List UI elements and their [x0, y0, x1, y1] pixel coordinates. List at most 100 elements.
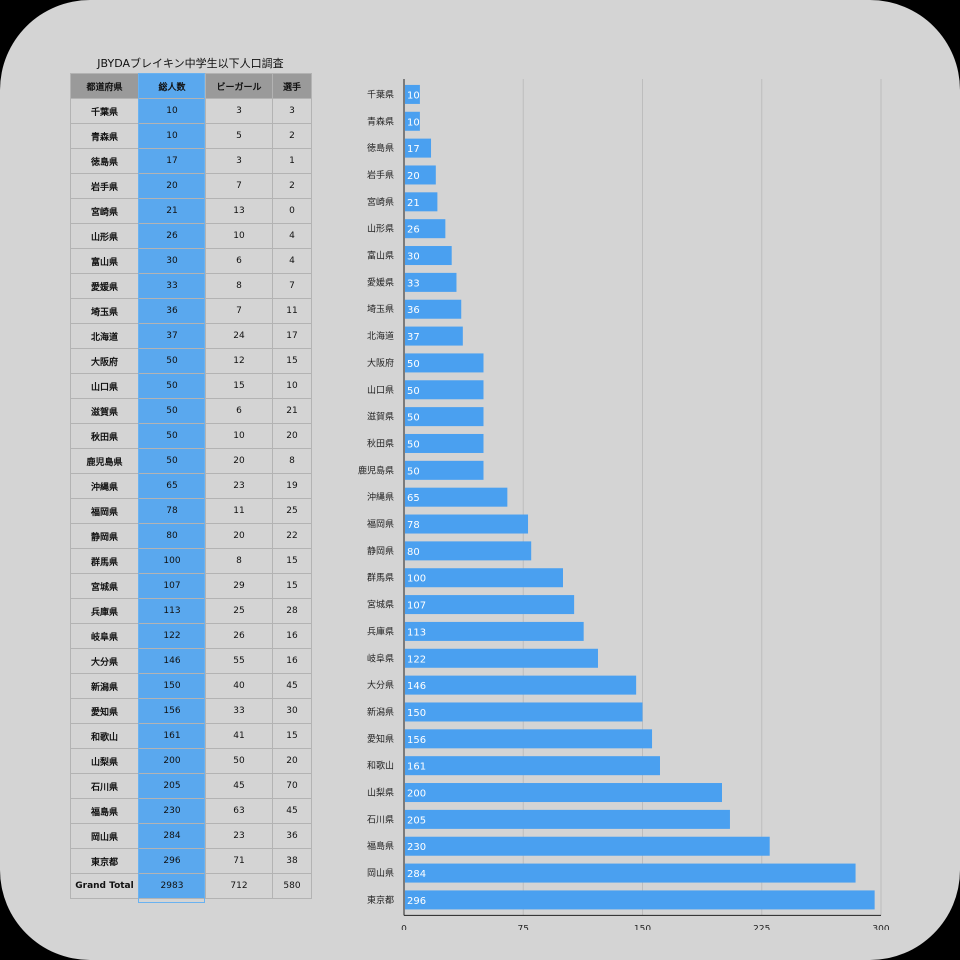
bar-data-label: 296: [407, 896, 426, 907]
cell-prefecture: 愛媛県: [70, 273, 139, 299]
category-label: 宮城県: [367, 599, 394, 611]
cell-players: 22: [272, 523, 312, 549]
table-header-row: 都道府県 総人数 ビーガール 選手: [70, 73, 312, 99]
cell-bgirl: 13: [205, 198, 273, 224]
x-tick-label: 150: [634, 924, 651, 930]
cell-players: 45: [272, 798, 312, 824]
cell-players: 16: [272, 623, 312, 649]
cell-total: 50: [138, 423, 206, 449]
table-row: 静岡県 80 20 22: [70, 523, 312, 549]
category-label: 宮崎県: [367, 196, 394, 208]
table-row: 山梨県 200 50 20: [70, 748, 312, 774]
bar-data-label: 200: [407, 789, 426, 800]
header-prefecture: 都道府県: [70, 73, 139, 99]
cell-prefecture: 山梨県: [70, 748, 139, 774]
cell-bgirl: 6: [205, 398, 273, 424]
cell-bgirl: 33: [205, 698, 273, 724]
bar: [405, 675, 637, 695]
category-label: 愛媛県: [367, 276, 394, 288]
bar-data-label: 50: [407, 359, 420, 370]
grand-total-players: 580: [272, 873, 312, 899]
x-tick-label: 300: [872, 924, 889, 930]
cell-prefecture: 石川県: [70, 773, 139, 799]
cell-players: 15: [272, 348, 312, 374]
table-row: 鹿児島県 50 20 8: [70, 448, 312, 474]
cell-bgirl: 23: [205, 473, 273, 499]
category-label: 群馬県: [367, 572, 394, 584]
cell-prefecture: 大分県: [70, 648, 139, 674]
cell-bgirl: 50: [205, 748, 273, 774]
bar: [405, 487, 508, 507]
category-label: 埼玉県: [367, 303, 394, 315]
category-label: 和歌山: [367, 760, 394, 772]
table-row: 富山県 30 6 4: [70, 248, 312, 274]
bar: [405, 380, 484, 400]
bar: [405, 111, 420, 131]
cell-players: 1: [272, 148, 312, 174]
table-row: 東京都 296 71 38: [70, 848, 312, 874]
table-row: 岩手県 20 7 2: [70, 173, 312, 199]
cell-players: 15: [272, 548, 312, 574]
cell-prefecture: 山形県: [70, 223, 139, 249]
cell-players: 17: [272, 323, 312, 349]
cell-prefecture: 愛知県: [70, 698, 139, 724]
cell-total: 50: [138, 398, 206, 424]
cell-prefecture: 兵庫県: [70, 598, 139, 624]
cell-prefecture: 福岡県: [70, 498, 139, 524]
cell-bgirl: 40: [205, 673, 273, 699]
bar: [405, 729, 653, 749]
cell-players: 20: [272, 748, 312, 774]
bar: [405, 809, 730, 829]
header-total: 総人数: [138, 73, 206, 99]
cell-players: 11: [272, 298, 312, 324]
cell-prefecture: 青森県: [70, 123, 139, 149]
table-row: 徳島県 17 3 1: [70, 148, 312, 174]
bar: [405, 353, 484, 373]
cell-prefecture: 宮崎県: [70, 198, 139, 224]
grand-total-total: 2983: [138, 873, 206, 899]
cell-players: 19: [272, 473, 312, 499]
cell-total: 78: [138, 498, 206, 524]
cell-players: 38: [272, 848, 312, 874]
category-label: 福岡県: [367, 518, 394, 530]
cell-total: 17: [138, 148, 206, 174]
table-row: 秋田県 50 10 20: [70, 423, 312, 449]
cell-players: 0: [272, 198, 312, 224]
table-row: 大分県 146 55 16: [70, 648, 312, 674]
cell-bgirl: 25: [205, 598, 273, 624]
cell-players: 36: [272, 823, 312, 849]
cell-prefecture: 群馬県: [70, 548, 139, 574]
bar: [405, 648, 598, 668]
bar: [405, 568, 563, 588]
category-label: 北海道: [367, 330, 394, 342]
cell-prefecture: 大阪府: [70, 348, 139, 374]
cell-bgirl: 3: [205, 148, 273, 174]
cell-players: 4: [272, 223, 312, 249]
category-label: 岡山県: [367, 868, 394, 879]
cell-total: 150: [138, 673, 206, 699]
cell-bgirl: 41: [205, 723, 273, 749]
table-row: 愛知県 156 33 30: [70, 698, 312, 724]
bar: [405, 165, 436, 185]
bar-data-label: 10: [407, 117, 420, 128]
category-label: 福島県: [367, 840, 394, 852]
cell-players: 16: [272, 648, 312, 674]
table-row: 岐阜県 122 26 16: [70, 623, 312, 649]
table-row: 山形県 26 10 4: [70, 223, 312, 249]
cell-players: 45: [272, 673, 312, 699]
bar-data-label: 122: [407, 654, 426, 665]
cell-total: 26: [138, 223, 206, 249]
cell-total: 205: [138, 773, 206, 799]
category-label: 鹿児島県: [358, 464, 394, 476]
category-label: 山口県: [367, 385, 394, 396]
cell-prefecture: 岩手県: [70, 173, 139, 199]
bar: [405, 407, 484, 427]
bar-data-label: 161: [407, 762, 426, 773]
bar-data-label: 17: [407, 144, 420, 155]
bar: [405, 756, 660, 776]
bar: [405, 138, 432, 158]
cell-total: 20: [138, 173, 206, 199]
cell-players: 25: [272, 498, 312, 524]
cell-bgirl: 71: [205, 848, 273, 874]
bar: [405, 326, 463, 346]
